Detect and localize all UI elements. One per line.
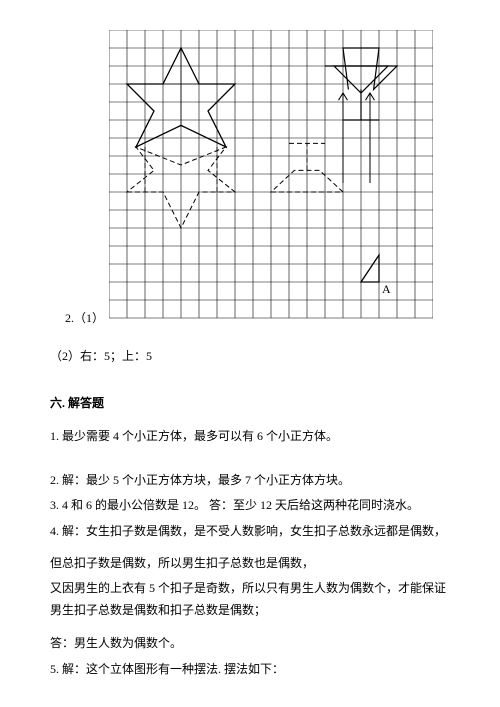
- answer-4: 4. 解：女生扣子数是偶数，是不受人数影响，女生扣子总数永远都是偶数，: [50, 521, 450, 543]
- answer-2: 2. 解：最少 5 个小正方体方块，最多 7 个小正方体方块。: [50, 470, 450, 492]
- grid-figure-container: 2.（1） A: [65, 30, 450, 332]
- grid-diagram: A: [109, 30, 433, 332]
- section-6-title: 六. 解答题: [50, 393, 450, 415]
- answer-4b: 但总扣子数是偶数，所以男生扣子总数也是偶数，: [50, 553, 450, 575]
- answer-1: 1. 最少需要 4 个小正方体，最多可以有 6 个小正方体。: [50, 426, 450, 448]
- answer-3: 3. 4 和 6 的最小公倍数是 12。 答：至少 12 天后给这两种花同时浇水…: [50, 495, 450, 517]
- answer-2-2: （2）右：5；上：5: [50, 346, 450, 368]
- answer-4d: 答：男生人数为偶数个。: [50, 633, 450, 655]
- answer-5: 5. 解：这个立体图形有一种摆法. 摆法如下：: [50, 659, 450, 681]
- question-2-1-prefix: 2.（1）: [65, 308, 104, 332]
- svg-text:A: A: [382, 282, 391, 296]
- answer-4c: 又因男生的上衣有 5 个扣子是奇数，所以只有男生人数为偶数个，才能保证男生扣子总…: [50, 578, 450, 621]
